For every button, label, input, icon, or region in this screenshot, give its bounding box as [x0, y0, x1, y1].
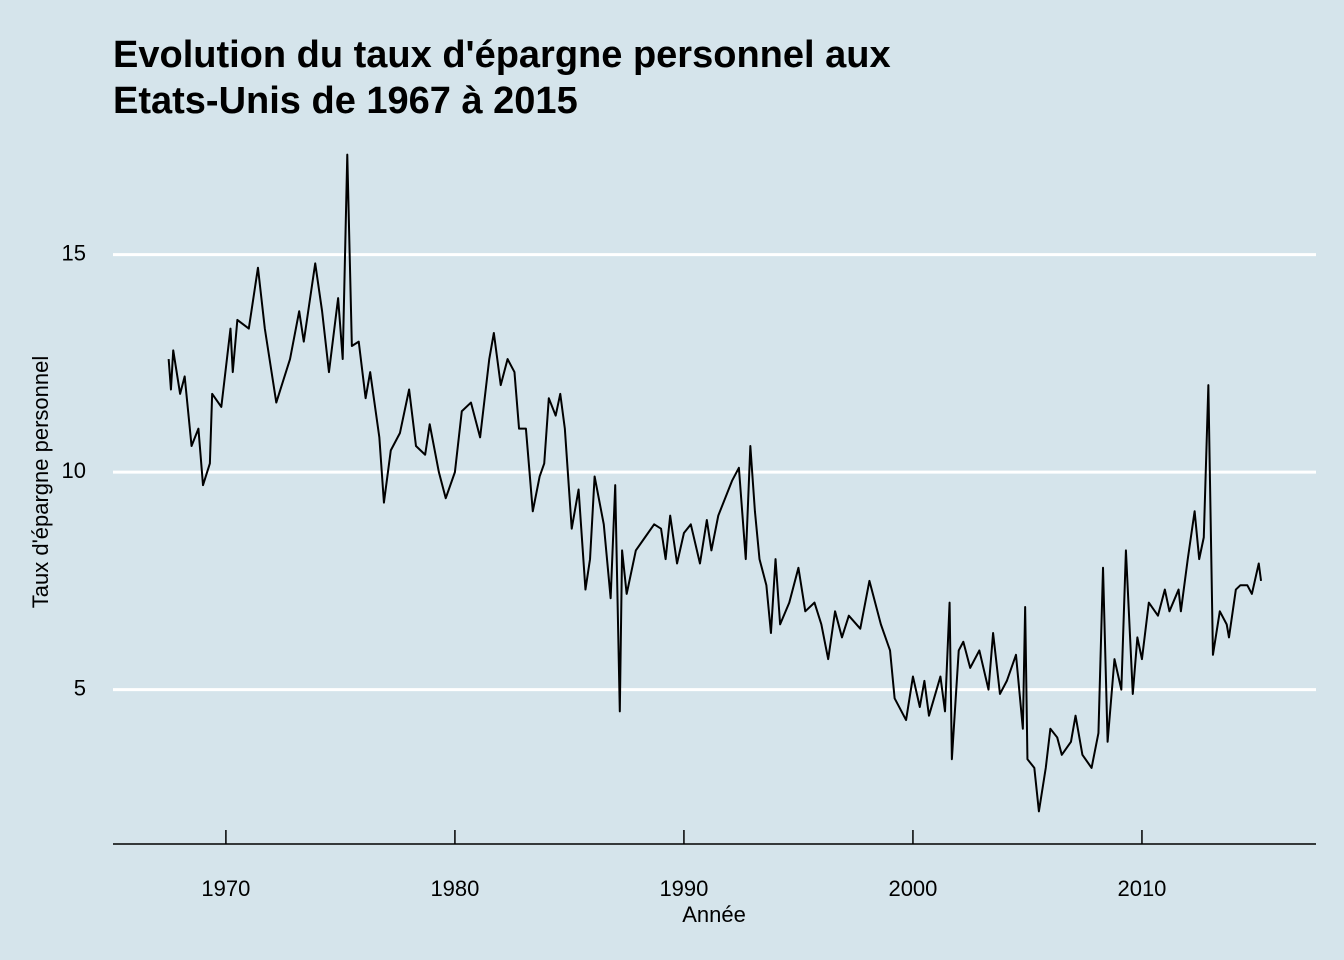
x-tick-label: 2010	[1117, 876, 1166, 901]
y-axis-title: Taux d'épargne personnel	[28, 356, 53, 609]
x-tick-label: 2000	[888, 876, 937, 901]
x-tick-label: 1970	[201, 876, 250, 901]
chart-title: Etats-Unis de 1967 à 2015	[113, 80, 578, 122]
x-tick-label: 1980	[430, 876, 479, 901]
y-tick-label: 15	[62, 240, 86, 265]
y-tick-label: 10	[62, 458, 86, 483]
chart-title: Evolution du taux d'épargne personnel au…	[113, 34, 891, 76]
series-line	[167, 153, 1263, 813]
y-tick-label: 5	[74, 675, 86, 700]
x-axis-title: Année	[682, 902, 746, 927]
x-tick-label: 1990	[659, 876, 708, 901]
